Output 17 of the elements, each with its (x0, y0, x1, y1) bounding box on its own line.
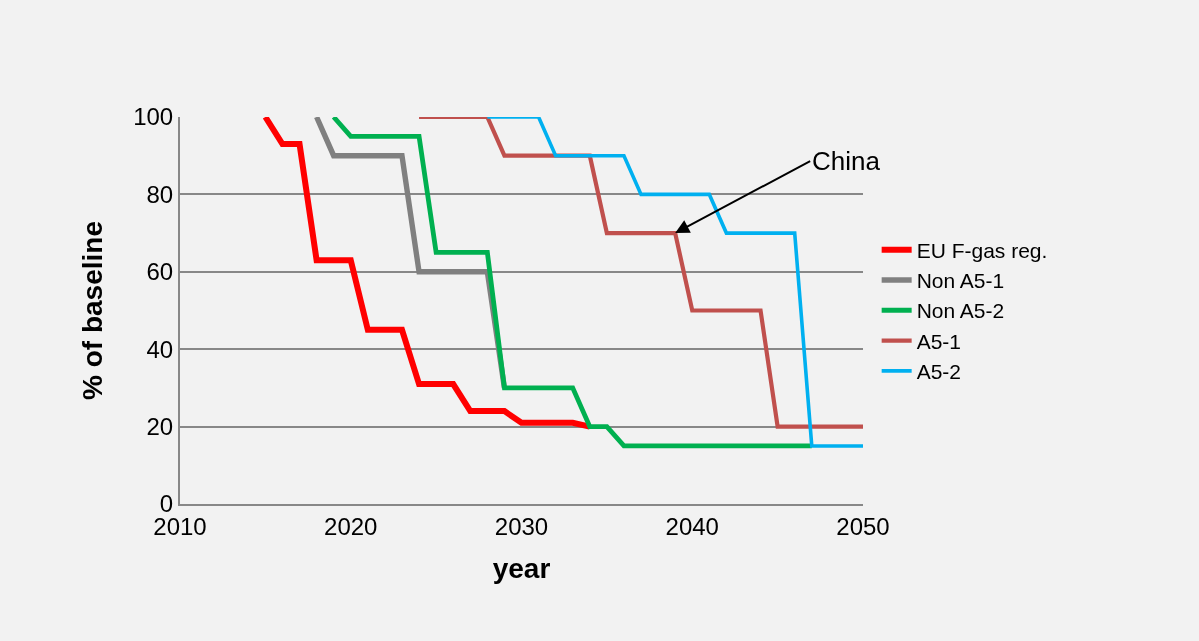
x-axis-title: year (492, 553, 551, 585)
x-tick-label: 2020 (324, 512, 378, 540)
legend-label: Non A5-1 (916, 269, 1005, 293)
x-tick-label: 2030 (494, 512, 549, 540)
y-tick-label: 80 (146, 180, 174, 208)
legend-label: EU F-gas reg. (916, 238, 1048, 262)
legend-label: A5-2 (916, 360, 962, 384)
y-tick-label: 40 (146, 335, 174, 363)
x-tick-label: 2040 (665, 512, 719, 540)
legend-label: Non A5-2 (916, 299, 1005, 323)
x-tick-label: 2050 (836, 512, 890, 540)
y-axis-title: % of baseline (77, 221, 109, 400)
y-tick-label: 100 (133, 103, 174, 131)
annotation: China (812, 146, 881, 176)
legend-label: A5-1 (916, 329, 962, 353)
y-tick-label: 60 (146, 258, 174, 286)
y-tick-label: 20 (146, 413, 174, 440)
